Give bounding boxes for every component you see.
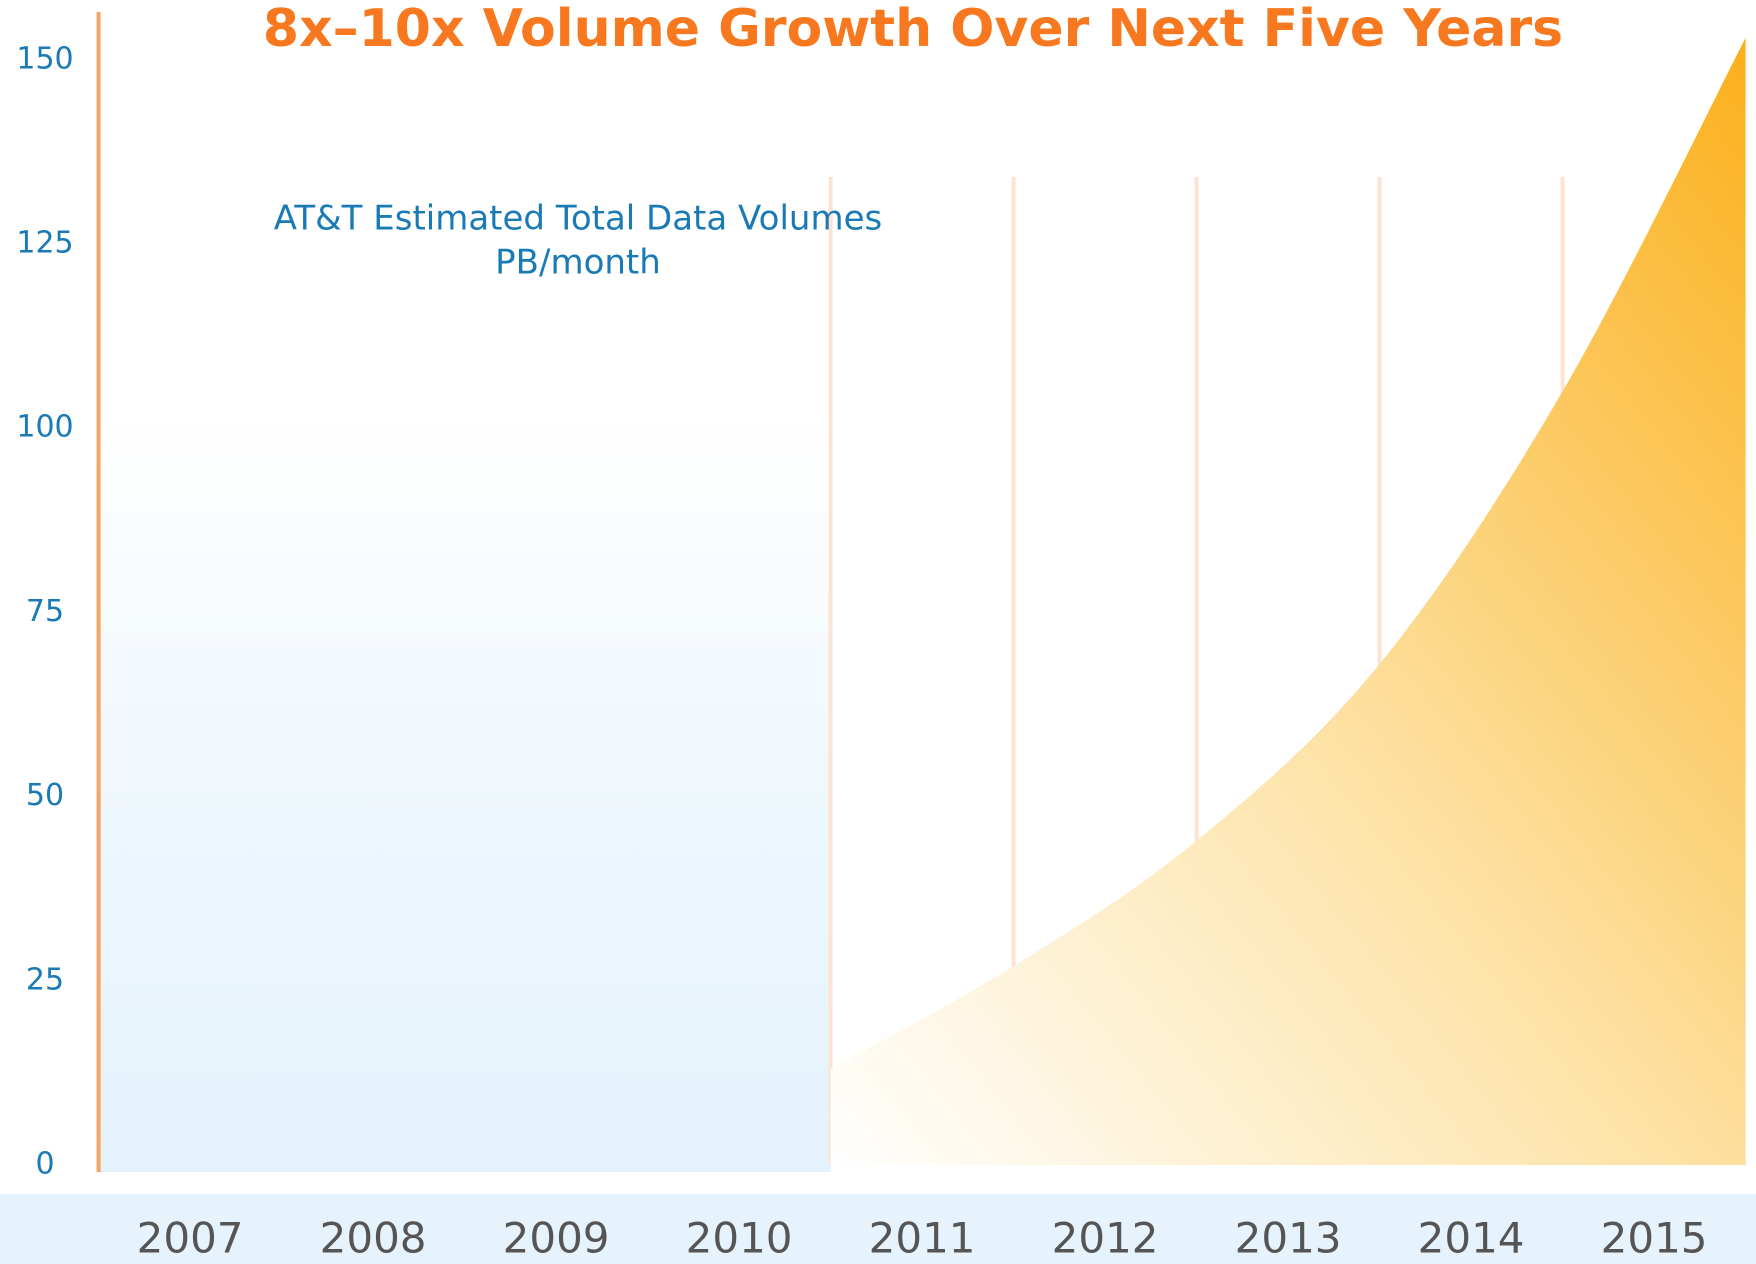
x-tick-label: 2009 bbox=[503, 1214, 610, 1263]
history-panel bbox=[98, 0, 831, 1172]
y-tick-label: 0 bbox=[35, 1147, 54, 1182]
x-tick-label: 2012 bbox=[1052, 1214, 1159, 1263]
y-tick-label: 125 bbox=[16, 226, 73, 261]
x-axis-band bbox=[0, 1194, 1756, 1264]
y-tick-label: 150 bbox=[16, 41, 73, 76]
chart-title: 8x–10x Volume Growth Over Next Five Year… bbox=[263, 0, 1563, 59]
area bbox=[830, 37, 1746, 1165]
y-tick-label: 100 bbox=[16, 410, 73, 445]
x-tick-label: 2013 bbox=[1235, 1214, 1342, 1263]
y-tick-label: 75 bbox=[26, 594, 64, 629]
x-tick-label: 2014 bbox=[1418, 1214, 1525, 1263]
x-tick-label: 2008 bbox=[320, 1214, 427, 1263]
x-tick-label: 2007 bbox=[137, 1214, 244, 1263]
x-tick-label: 2010 bbox=[686, 1214, 793, 1263]
x-tick-label: 2011 bbox=[869, 1214, 976, 1263]
y-tick-label: 25 bbox=[26, 962, 64, 997]
chart-subtitle: AT&T Estimated Total Data Volumes bbox=[274, 199, 882, 239]
x-tick-label: 2015 bbox=[1601, 1214, 1708, 1263]
y-tick-label: 50 bbox=[26, 778, 64, 813]
chart-subtitle: PB/month bbox=[495, 243, 661, 283]
